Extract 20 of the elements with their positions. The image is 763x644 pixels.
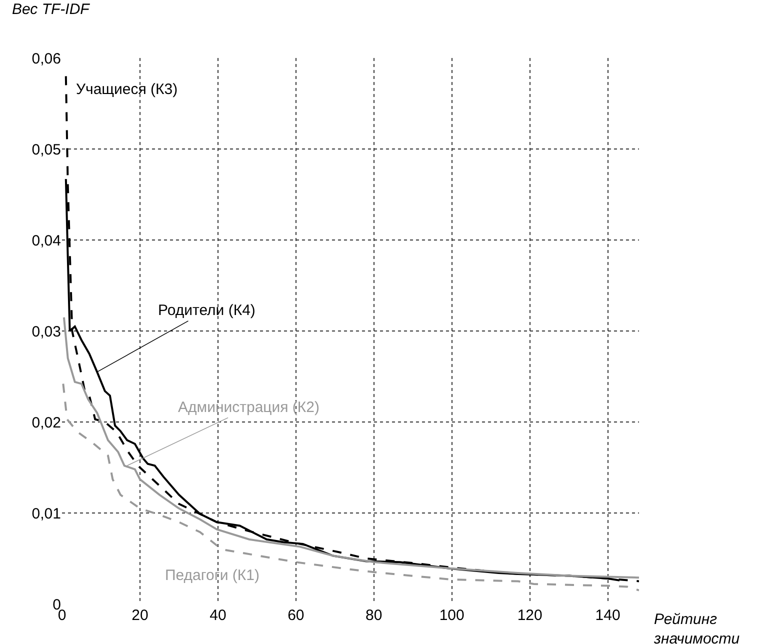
y-tick-label: 0,02 bbox=[32, 414, 61, 432]
y-tick-label: 0,06 bbox=[32, 50, 61, 68]
annotation: Родители (К4) bbox=[158, 302, 256, 319]
annotation: Учащиеся (К3) bbox=[76, 81, 178, 98]
x-tick-label: 20 bbox=[132, 607, 148, 624]
x-tick-label: 40 bbox=[210, 607, 226, 624]
y-axis-title: Вес TF-IDF bbox=[12, 1, 90, 18]
y-tick-label: 0,05 bbox=[32, 141, 61, 158]
x-axis-title: Рейтинг значимости bbox=[653, 611, 740, 644]
annotation: Администрация (К2) bbox=[178, 399, 320, 416]
x-tick-label: 60 bbox=[288, 607, 304, 624]
x-tick-label: 80 bbox=[366, 607, 382, 624]
x-tick-label: 140 bbox=[595, 607, 620, 624]
y-tick-label: 0,03 bbox=[32, 323, 61, 340]
annotation: Педагоги (К1) bbox=[165, 567, 260, 584]
y-tick-label: 0,01 bbox=[32, 505, 61, 522]
x-tick-label: 120 bbox=[517, 607, 542, 624]
y-tick-label: 0,04 bbox=[32, 232, 61, 250]
x-tick-label: 100 bbox=[439, 607, 464, 624]
line-series bbox=[62, 382, 639, 592]
